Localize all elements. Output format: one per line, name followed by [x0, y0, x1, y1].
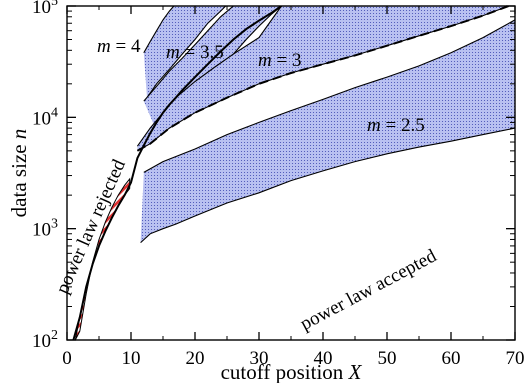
- x-tick-label: 70: [506, 348, 525, 369]
- y-tick-label: 102: [32, 328, 58, 352]
- band-upper-edge-4: [143, 19, 515, 173]
- y-tick-label: 103: [32, 217, 58, 241]
- band-region-4: [140, 19, 515, 243]
- y-axis-title: data size n: [7, 129, 31, 218]
- x-tick-label: 0: [62, 348, 72, 369]
- band-label-2: m = 3.5: [166, 42, 224, 63]
- accepted-region-label: power law accepted: [297, 245, 441, 335]
- band-label-3: m = 3: [258, 50, 301, 71]
- band-upper-edge-1: [143, 6, 175, 54]
- band-region-3: [137, 6, 509, 151]
- band-upper-edge-2: [143, 6, 234, 102]
- x-tick-label: 50: [378, 348, 397, 369]
- dashed-boundary-line: [136, 6, 509, 152]
- rejected-region-label: power law rejected: [52, 156, 130, 297]
- axis-ticks: 0 10 20 30 40 50 60 70 102 103 104 105: [32, 0, 525, 369]
- band-label-1: m = 4: [97, 36, 141, 57]
- x-tick-label: 40: [314, 348, 333, 369]
- band-upper-edge-3: [136, 6, 282, 147]
- x-tick-label: 20: [186, 348, 205, 369]
- y-tick-label: 104: [32, 105, 58, 129]
- acceptance-boundary-line: [72, 6, 282, 340]
- band-label-4: m = 2.5: [367, 115, 425, 136]
- y-tick-label: 105: [32, 0, 58, 18]
- band-lower-edge-1: [146, 6, 227, 99]
- x-axis-title: cutoff position X: [221, 360, 363, 383]
- x-tick-label: 10: [122, 348, 141, 369]
- plot-area: [72, 6, 515, 340]
- band-lower-edge-4: [140, 127, 515, 244]
- x-tick-label: 60: [442, 348, 461, 369]
- x-tick-label: 30: [250, 348, 269, 369]
